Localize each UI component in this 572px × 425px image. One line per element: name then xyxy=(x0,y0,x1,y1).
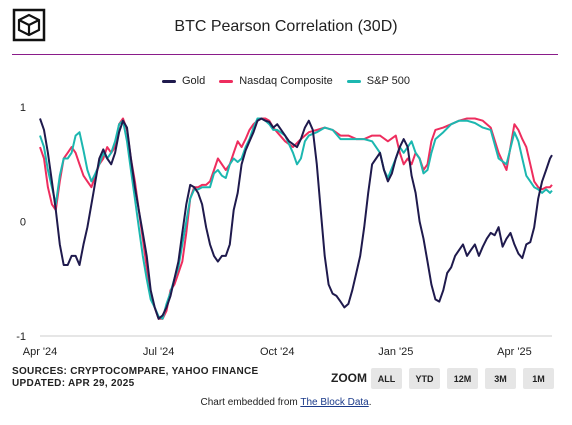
legend-item-gold[interactable]: Gold xyxy=(161,75,206,87)
x-tick-label: Jul '24 xyxy=(143,346,174,358)
the-block-cube-logo xyxy=(12,8,46,42)
series-line-s-p-500[interactable] xyxy=(39,117,553,320)
y-tick-label: 1 xyxy=(20,102,26,114)
zoom-ytd-button[interactable]: YTD xyxy=(409,368,440,389)
x-tick-label: Oct '24 xyxy=(260,346,295,358)
updated-text: UPDATED: APR 29, 2025 xyxy=(12,378,135,389)
legend-label-nasdaq: Nasdaq Composite xyxy=(239,75,333,87)
embed-note: Chart embedded from The Block Data. xyxy=(0,397,572,408)
zoom-3m-button[interactable]: 3M xyxy=(485,368,516,389)
correlation-chart: 1 0 -1 Apr '24 Jul '24 Oct '24 Jan '25 Apr '25 xyxy=(16,102,553,358)
zoom-1m-button[interactable]: 1M xyxy=(523,368,554,389)
legend-swatch-sp500 xyxy=(346,79,361,83)
legend-swatch-nasdaq xyxy=(219,79,234,83)
zoom-buttons: ALL YTD 12M 3M 1M xyxy=(371,368,554,389)
zoom-all-button[interactable]: ALL xyxy=(371,368,402,389)
legend-item-sp500[interactable]: S&P 500 xyxy=(346,75,411,87)
zoom-label: ZOOM xyxy=(331,371,367,385)
legend-label-gold: Gold xyxy=(181,75,206,87)
embed-suffix: . xyxy=(368,397,372,408)
legend-label-sp500: S&P 500 xyxy=(366,75,411,87)
y-tick-label: 0 xyxy=(20,217,26,229)
series-line-gold[interactable] xyxy=(39,117,553,320)
embed-link[interactable]: The Block Data xyxy=(300,397,369,408)
title-divider xyxy=(12,54,558,55)
x-tick-label: Apr '25 xyxy=(497,346,532,358)
x-tick-label: Apr '24 xyxy=(23,346,58,358)
y-tick-label: -1 xyxy=(16,331,26,343)
chart-title: BTC Pearson Correlation (30D) xyxy=(174,18,398,35)
legend-swatch-gold xyxy=(161,79,176,83)
sources-block: SOURCES: CRYPTOCOMPARE, YAHOO FINANCE UP… xyxy=(12,366,259,390)
legend-item-nasdaq[interactable]: Nasdaq Composite xyxy=(219,75,333,87)
sources-text: SOURCES: CRYPTOCOMPARE, YAHOO FINANCE xyxy=(12,366,259,377)
embed-prefix: Chart embedded from xyxy=(200,397,301,408)
zoom-12m-button[interactable]: 12M xyxy=(447,368,478,389)
x-tick-label: Jan '25 xyxy=(378,346,413,358)
legend: Gold Nasdaq Composite S&P 500 xyxy=(0,75,572,87)
